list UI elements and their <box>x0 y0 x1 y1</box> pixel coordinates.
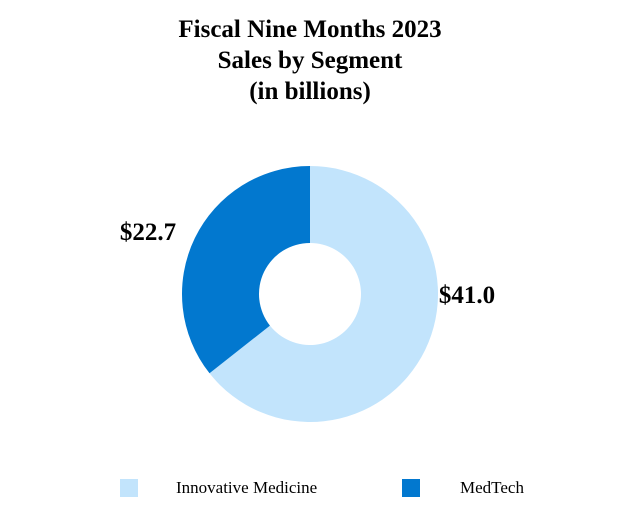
slice-medtech <box>182 166 310 374</box>
chart-title: Fiscal Nine Months 2023 Sales by Segment… <box>0 14 620 107</box>
chart-title-line-2: Sales by Segment <box>217 47 403 74</box>
legend-label-medtech: MedTech <box>460 478 524 497</box>
legend: Innovative Medicine MedTech <box>0 476 620 500</box>
legend-label-innovative-medicine: Innovative Medicine <box>176 478 318 497</box>
chart-title-line-3: (in billions) <box>249 78 371 105</box>
slice-innovative-medicine <box>209 166 438 422</box>
legend-swatch-medtech <box>402 479 420 497</box>
chart-title-line-1: Fiscal Nine Months 2023 <box>178 16 442 43</box>
data-label-innovative-medicine: $41.0 <box>439 282 495 309</box>
donut-chart: $41.0 $22.7 <box>120 166 495 422</box>
legend-swatch-innovative-medicine <box>120 479 138 497</box>
data-label-medtech: $22.7 <box>120 219 176 246</box>
